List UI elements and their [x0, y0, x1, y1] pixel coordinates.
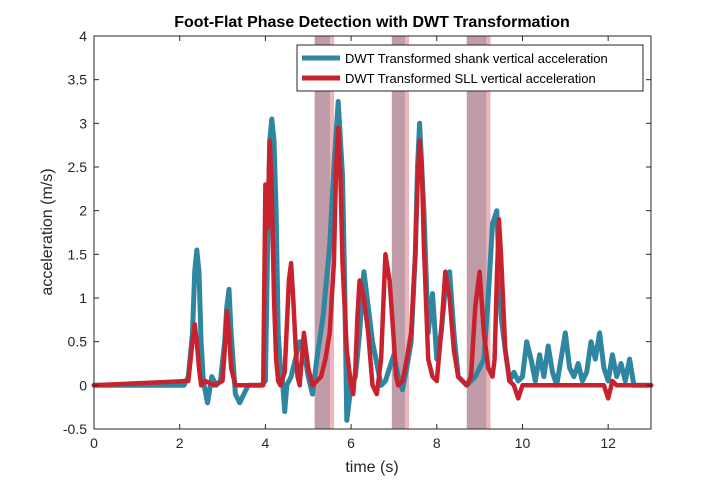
x-axis: 0 2 4 6 8 10 12 — [90, 36, 616, 451]
x-tick-label: 6 — [347, 435, 355, 451]
y-axis-label: acceleration (m/s) — [39, 168, 56, 295]
legend-label-shank: DWT Transformed shank vertical accelerat… — [345, 51, 608, 66]
x-tick-label: 12 — [600, 435, 616, 451]
foot-flat-phase-edge — [486, 36, 491, 429]
x-tick-label: 0 — [90, 435, 98, 451]
y-tick-label: 0.5 — [68, 334, 88, 350]
y-axis: -0.5 0 0.5 1 1.5 2 2.5 3 3.5 4 — [63, 28, 651, 437]
x-tick-label: 2 — [176, 435, 184, 451]
y-tick-label: 4 — [79, 28, 87, 44]
y-tick-label: 2 — [79, 203, 87, 219]
chart-title: Foot-Flat Phase Detection with DWT Trans… — [174, 14, 570, 31]
x-axis-label: time (s) — [345, 459, 398, 476]
y-tick-label: 2.5 — [68, 159, 88, 175]
x-tick-label: 8 — [433, 435, 441, 451]
x-tick-label: 10 — [515, 435, 531, 451]
plot-frame — [93, 35, 652, 430]
y-tick-label: 0 — [79, 377, 87, 393]
foot-flat-phase-edge — [404, 36, 409, 429]
legend-label-sll: DWT Transformed SLL vertical acceleratio… — [345, 71, 596, 86]
y-tick-label: 1 — [79, 290, 87, 306]
series-layer — [91, 99, 654, 423]
legend: DWT Transformed shank vertical accelerat… — [296, 44, 644, 92]
y-tick-label: -0.5 — [63, 421, 87, 437]
foot-flat-phase-band — [391, 36, 409, 429]
y-tick-label: 3 — [79, 115, 87, 131]
y-tick-label: 1.5 — [68, 246, 88, 262]
series-line-sll — [91, 125, 654, 401]
y-tick-label: 3.5 — [68, 72, 88, 88]
x-tick-label: 4 — [261, 435, 269, 451]
legend-box — [296, 44, 644, 92]
